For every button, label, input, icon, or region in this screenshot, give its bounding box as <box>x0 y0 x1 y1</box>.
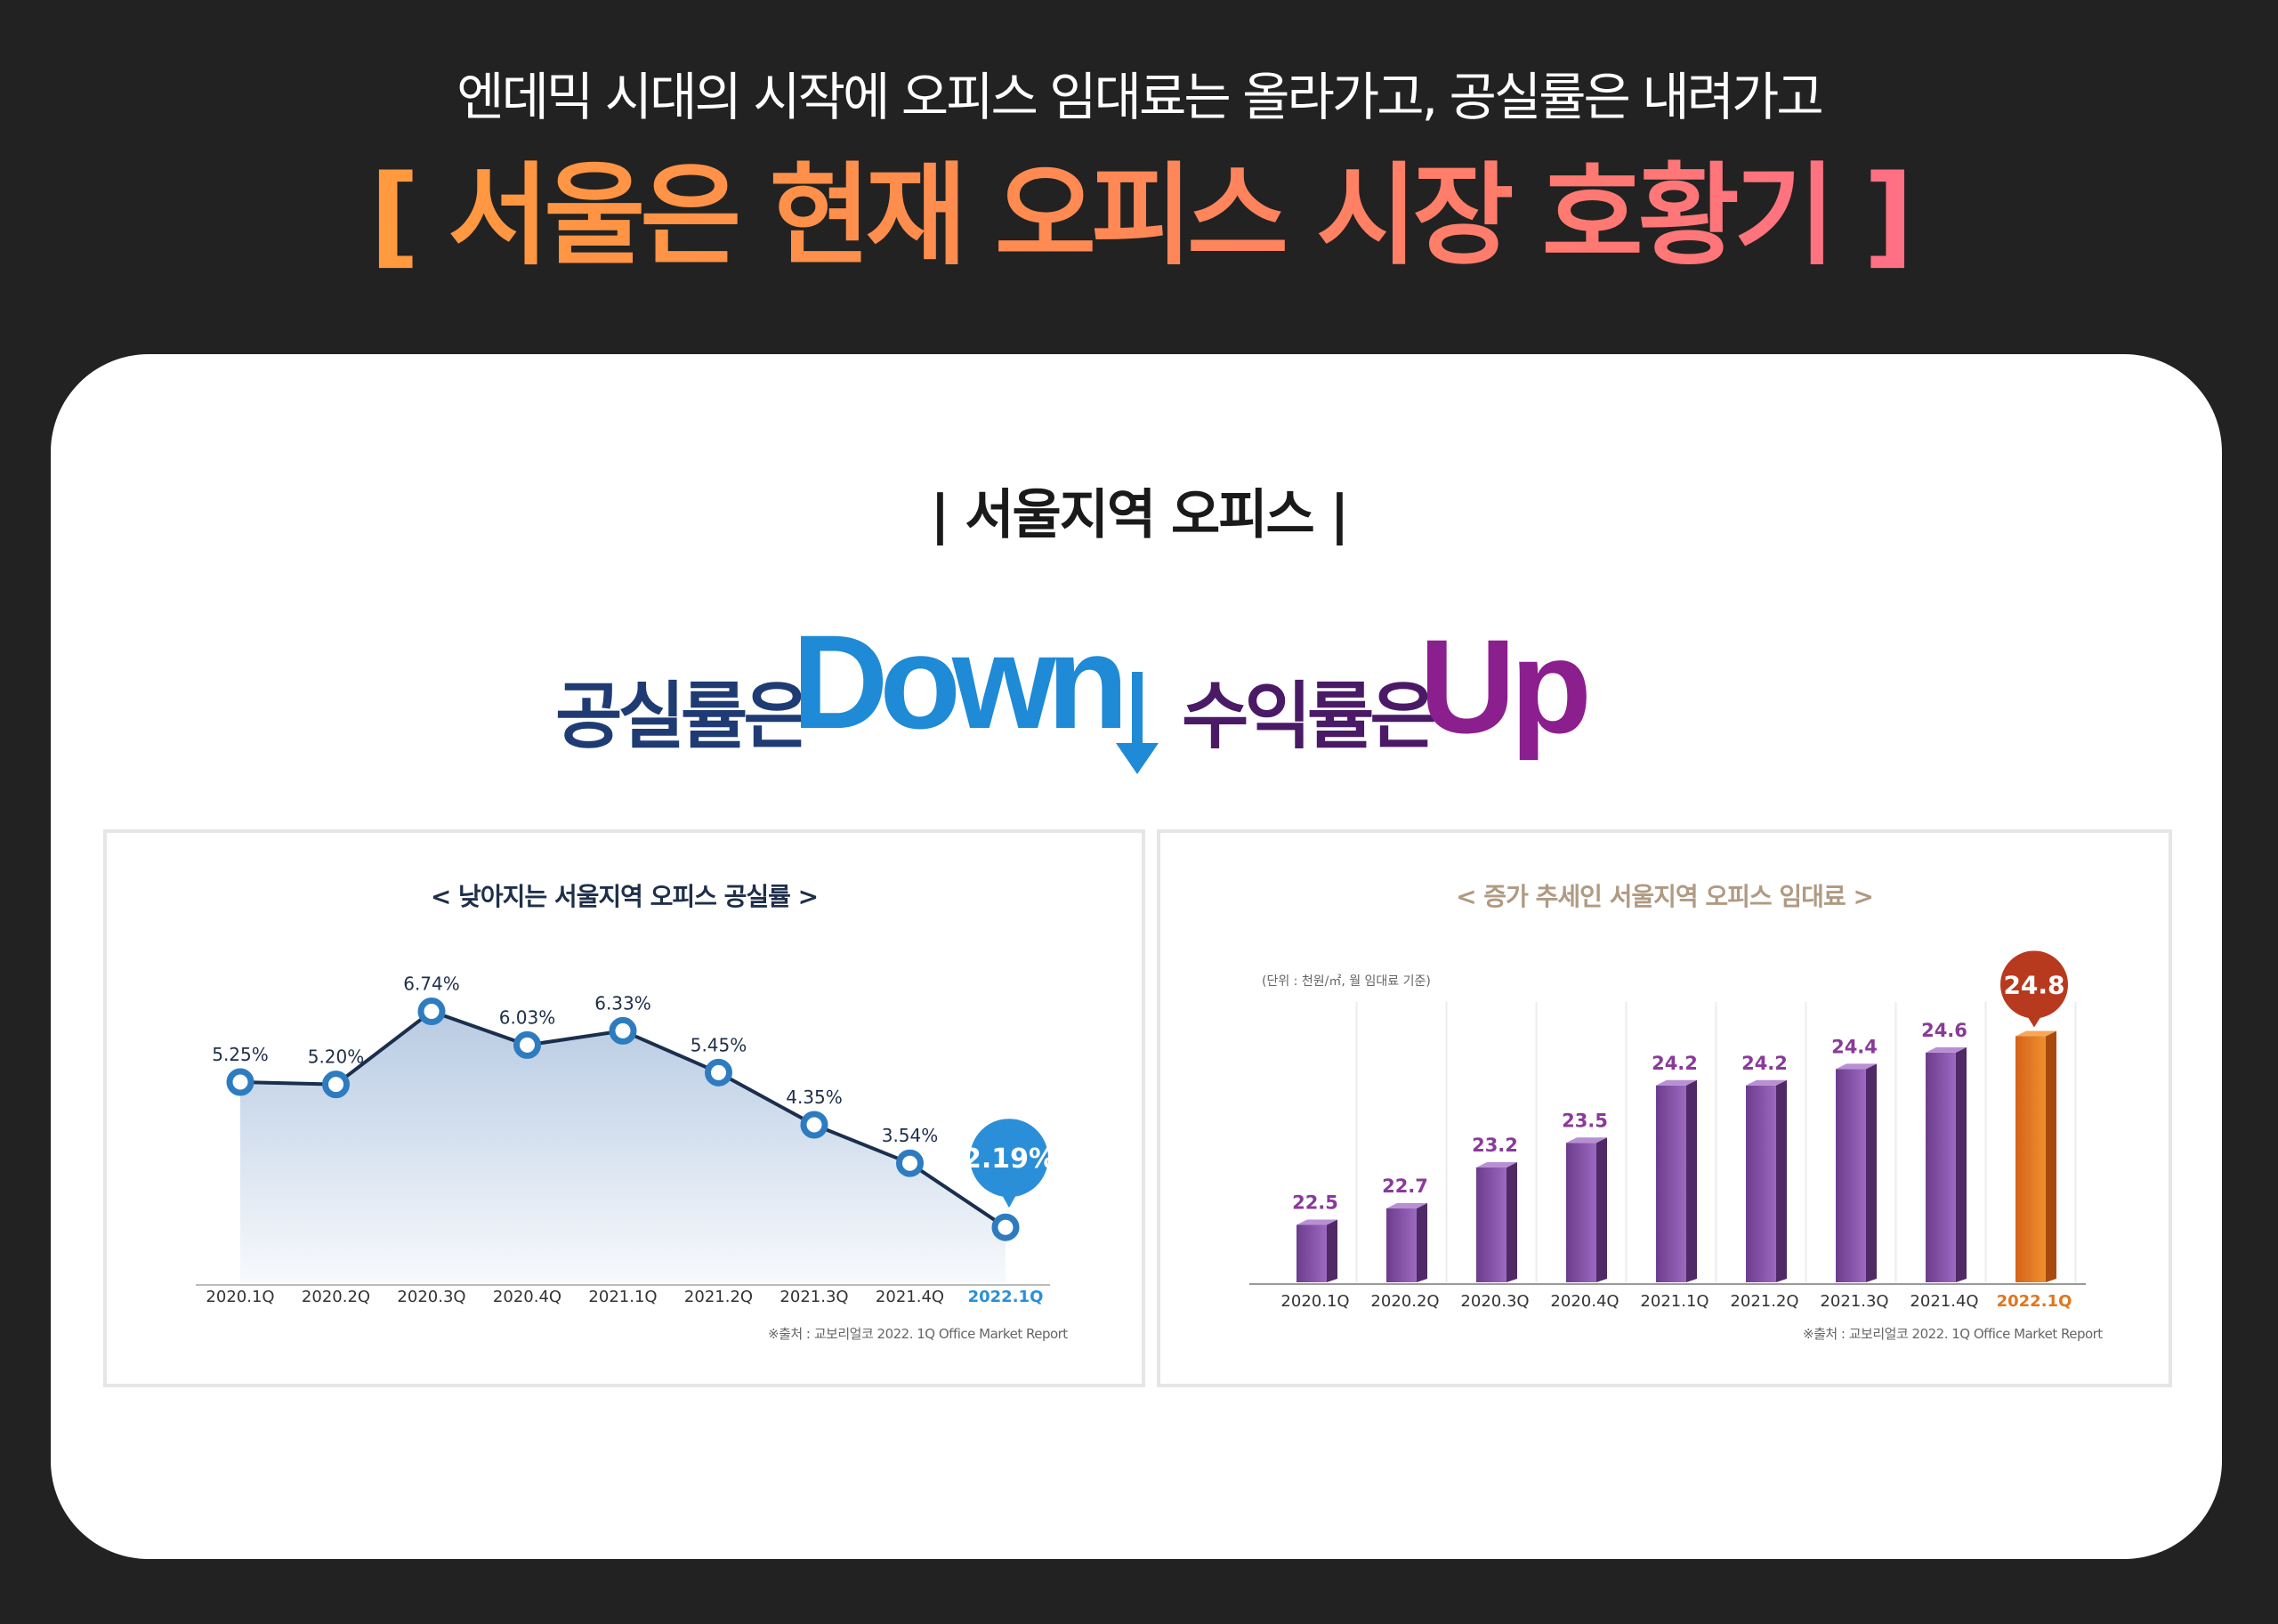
vacancy-data-label: 6.03% <box>499 1006 556 1028</box>
rent-bar <box>1386 1208 1417 1282</box>
rent-bar-top <box>1566 1137 1607 1143</box>
rent-bar-side <box>1776 1079 1787 1282</box>
slogan-vacancy-label: 공실률은 <box>555 675 811 759</box>
rent-x-tick-label: 2020.1Q <box>1280 1292 1349 1311</box>
section-title: | 서울지역 오피스 | <box>930 484 1350 546</box>
rent-data-label: 23.2 <box>1472 1135 1518 1156</box>
rent-x-tick-label: 2020.4Q <box>1550 1292 1619 1311</box>
rent-bar-top <box>1836 1063 1877 1070</box>
rent-bar-side <box>1866 1063 1877 1282</box>
vacancy-x-tick-label: 2022.1Q <box>968 1288 1044 1306</box>
rent-highlight-badge <box>2000 950 2068 1019</box>
slogan-return-label: 수익률은 <box>1182 675 1437 759</box>
page-subtitle: 엔데믹 시대의 시작에 오피스 임대료는 올라가고, 공실률은 내려가고 <box>456 67 1824 127</box>
rent-x-tick-label: 2021.4Q <box>1910 1292 1978 1311</box>
rent-x-tick-label: 2022.1Q <box>1997 1292 2072 1311</box>
vacancy-data-label: 5.25% <box>212 1044 269 1065</box>
rent-bar <box>1476 1167 1507 1282</box>
rent-bar-top <box>1926 1046 1967 1053</box>
vacancy-x-tick-label: 2020.2Q <box>302 1288 370 1306</box>
rent-bar-side <box>1507 1161 1517 1282</box>
vacancy-x-tick-label: 2021.3Q <box>780 1288 848 1306</box>
vacancy-point <box>609 1016 637 1045</box>
vacancy-area-fill <box>240 1011 1006 1282</box>
rent-chart-title: < 증가 추세인 서울지역 오피스 임대료 > <box>1456 882 1874 911</box>
rent-x-tick-label: 2021.1Q <box>1640 1292 1708 1311</box>
rent-bar-chart: 22.5 2020.1Q 22.7 2020.2Q 23.2 2020.3Q 23.5 202… <box>1249 950 2086 1311</box>
vacancy-highlight-badge <box>970 1119 1048 1198</box>
page-title: [ 서울은 현재 오피스 시장 호황기 ] <box>0 149 2278 283</box>
rent-bar-side <box>1686 1079 1697 1282</box>
rent-data-label: 23.5 <box>1562 1110 1608 1131</box>
vacancy-chart-title: < 낮아지는 서울지역 오피스 공실률 > <box>430 882 819 911</box>
rent-bar <box>2015 1036 2046 1282</box>
rent-data-label: 24.2 <box>1652 1053 1698 1074</box>
rent-data-label: 24.2 <box>1741 1053 1788 1074</box>
rent-data-label: 24.6 <box>1921 1020 1967 1041</box>
slogan: 공실률은 Down 수익률은 Up <box>552 607 1620 792</box>
rent-bar-side <box>1417 1203 1427 1282</box>
vacancy-source-note: ※출처 : 교보리얼코 2022. 1Q Office Market Repor… <box>768 1326 1068 1342</box>
vacancy-x-tick-label: 2021.1Q <box>588 1288 657 1306</box>
rent-unit-note: (단위 : 천원/㎡, 월 임대료 기준) <box>1262 974 1431 989</box>
rent-bar-side <box>2046 1030 2056 1282</box>
vacancy-data-label: 5.20% <box>308 1046 365 1068</box>
rent-bar-top <box>1476 1161 1517 1168</box>
rent-bar-top <box>1297 1219 1337 1225</box>
vacancy-point <box>991 1213 1020 1241</box>
rent-bar-side <box>1956 1046 1967 1282</box>
vacancy-point <box>513 1030 541 1059</box>
rent-highlight-label: 24.8 <box>2003 970 2064 999</box>
vacancy-point <box>896 1149 924 1177</box>
rent-x-tick-label: 2021.2Q <box>1730 1292 1798 1311</box>
page-title-text: [ 서울은 현재 오피스 시장 호황기 ] <box>369 152 1913 280</box>
vacancy-point <box>226 1068 254 1096</box>
rent-x-tick-label: 2020.3Q <box>1460 1292 1529 1311</box>
rent-chart-panel: < 증가 추세인 서울지역 오피스 임대료 > (단위 : 천원/㎡, 월 임대… <box>1157 829 2172 1387</box>
slogan-up-text: Up <box>1419 611 1592 761</box>
vacancy-data-label: 3.54% <box>882 1125 939 1146</box>
rent-bar <box>1836 1069 1866 1282</box>
vacancy-data-label: 6.33% <box>594 992 651 1014</box>
rent-data-label: 22.7 <box>1382 1176 1428 1197</box>
vacancy-data-label: 4.35% <box>786 1087 843 1108</box>
rent-bar-side <box>1327 1219 1337 1282</box>
rent-source-note: ※출처 : 교보리얼코 2022. 1Q Office Market Repor… <box>1803 1326 2103 1342</box>
vacancy-x-tick-label: 2021.4Q <box>876 1288 944 1306</box>
vacancy-data-label: 6.74% <box>403 974 460 995</box>
rent-bar <box>1926 1052 1956 1282</box>
vacancy-highlight-label: 2.19% <box>963 1143 1055 1175</box>
rent-bar <box>1297 1224 1327 1282</box>
rent-bar-top <box>1386 1203 1427 1209</box>
vacancy-chart-panel: < 낮아지는 서울지역 오피스 공실률 > 5.25% 2020.1Q 5.20% 2… <box>103 829 1145 1387</box>
vacancy-point <box>705 1058 732 1087</box>
vacancy-x-tick-label: 2021.2Q <box>684 1288 753 1306</box>
vacancy-data-label: 5.45% <box>691 1034 747 1055</box>
vacancy-x-tick-label: 2020.4Q <box>493 1288 561 1306</box>
vacancy-line-chart: 5.25% 2020.1Q 5.20% 2020.2Q 6.74% 2020.3Q 6.03… <box>196 974 1055 1306</box>
vacancy-point <box>800 1111 828 1139</box>
rent-x-tick-label: 2021.3Q <box>1820 1292 1888 1311</box>
rent-bar-top <box>1656 1079 1697 1086</box>
rent-x-tick-label: 2020.2Q <box>1370 1292 1439 1311</box>
vacancy-x-tick-label: 2020.3Q <box>397 1288 465 1306</box>
vacancy-point <box>322 1071 350 1099</box>
rent-bar <box>1746 1085 1776 1282</box>
rent-data-label: 22.5 <box>1292 1192 1338 1213</box>
rent-highlight-pointer <box>2025 1013 2043 1028</box>
vacancy-x-tick-label: 2020.1Q <box>206 1288 274 1306</box>
rent-bar <box>1656 1085 1686 1282</box>
vacancy-point <box>417 998 446 1026</box>
rent-bar <box>1566 1143 1596 1282</box>
rent-bar-top <box>2015 1030 2056 1037</box>
vacancy-highlight-pointer <box>1000 1192 1018 1208</box>
slogan-down-text: Down <box>792 607 1128 756</box>
rent-bar-top <box>1746 1079 1787 1086</box>
rent-bar-side <box>1596 1137 1607 1282</box>
down-arrow-icon <box>1116 672 1159 774</box>
rent-data-label: 24.4 <box>1831 1036 1878 1057</box>
